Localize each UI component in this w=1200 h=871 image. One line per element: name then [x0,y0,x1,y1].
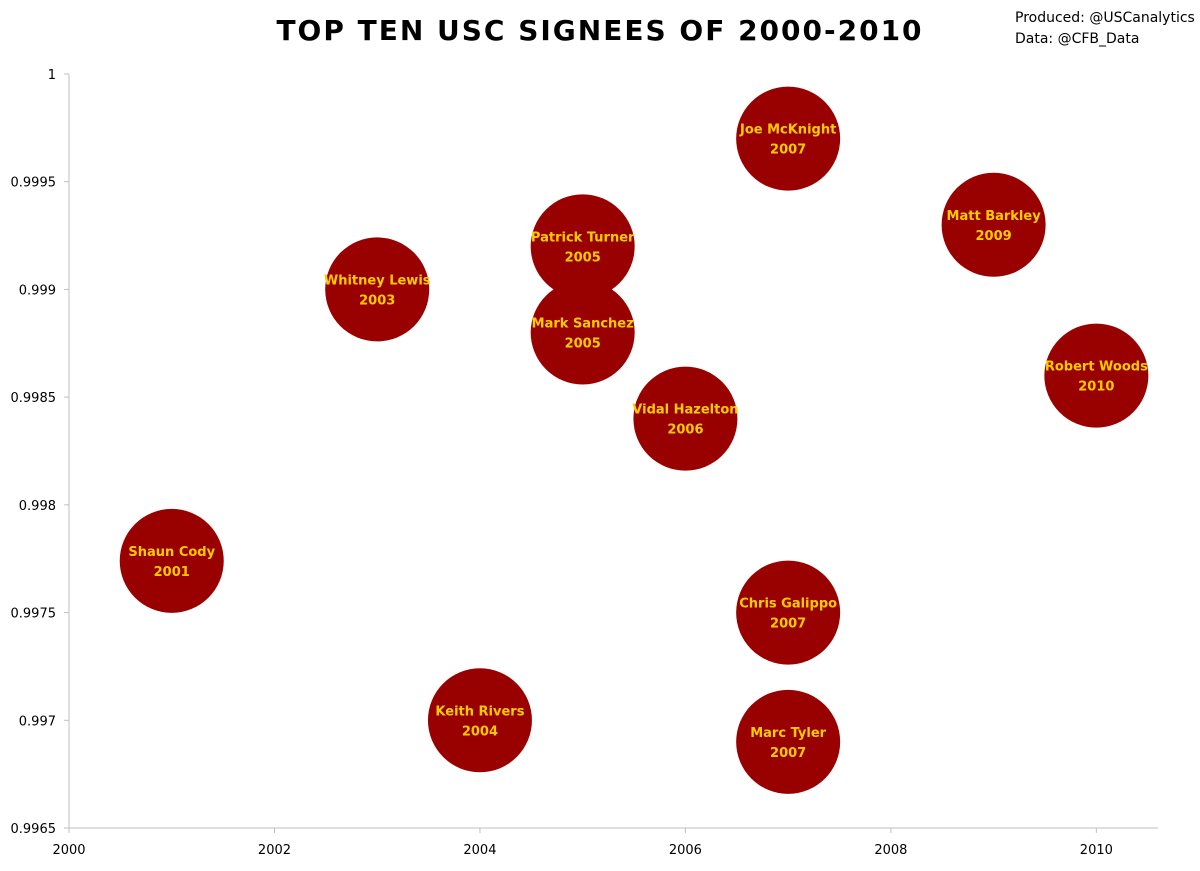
y-tick-label: 1 [48,68,56,83]
bubble-name-label: Matt Barkley [947,209,1042,224]
bubble-point[interactable]: Matt Barkley 2009 [941,172,1046,277]
y-tick-label: 0.9975 [11,607,57,622]
x-tick-label: 2004 [463,843,496,858]
bubbles: Shaun Cody 2001 Whitney Lewis 2003 Keith Riv… [119,86,1149,794]
bubble-point[interactable]: Vidal Hazelton 2006 [632,366,739,471]
x-tick-label: 2002 [258,843,291,858]
bubble-circle [736,560,841,665]
x-tick-label: 2008 [874,843,907,858]
bubble-name-label: Mark Sanchez [532,317,634,332]
bubble-circle [530,194,635,299]
bubble-point[interactable]: Shaun Cody 2001 [119,508,224,613]
bubble-name-label: Vidal Hazelton [632,403,738,418]
produced-credit: Produced: @USCanalytics [1015,10,1195,26]
bubble-point[interactable]: Whitney Lewis 2003 [324,237,431,342]
credits: Produced: @USCanalytics Data: @CFB_Data [1015,8,1195,50]
bubble-year-label: 2007 [770,746,806,761]
data-credit: Data: @CFB_Data [1015,31,1140,47]
bubble-circle [119,508,224,613]
y-tick-label: 0.999 [19,283,56,298]
axes: 0.9965 0.997 0.9975 0.998 0.9985 0.999 0.9995 1… [11,68,1158,858]
bubble-point[interactable]: Marc Tyler 2007 [736,689,841,794]
chart-title: TOP TEN USC SIGNEES OF 2000-2010 [276,14,924,47]
bubble-point[interactable]: Joe McKnight 2007 [736,86,841,191]
bubble-year-label: 2005 [565,250,601,265]
bubble-year-label: 2003 [359,293,395,308]
bubble-point[interactable]: Robert Woods 2010 [1044,323,1149,428]
bubble-circle [427,668,532,773]
y-tick-label: 0.9965 [11,822,57,837]
bubble-name-label: Robert Woods [1045,360,1148,375]
bubble-name-label: Joe McKnight [739,123,836,138]
bubble-name-label: Chris Galippo [739,597,837,612]
y-tick-label: 0.9995 [11,176,57,191]
bubble-point[interactable]: Chris Galippo 2007 [736,560,841,665]
bubble-circle [633,366,738,471]
bubble-year-label: 2006 [667,423,703,438]
bubble-circle [530,280,635,385]
x-tick-label: 2000 [52,843,85,858]
bubble-circle [1044,323,1149,428]
bubble-circle [736,689,841,794]
y-tick-label: 0.997 [19,714,56,729]
bubble-year-label: 2001 [154,565,190,580]
bubble-year-label: 2005 [565,337,601,352]
bubble-point[interactable]: Patrick Turner 2005 [530,194,635,299]
bubble-year-label: 2007 [770,143,806,158]
bubble-point[interactable]: Keith Rivers 2004 [427,668,532,773]
bubble-point[interactable]: Mark Sanchez 2005 [530,280,635,385]
bubble-name-label: Keith Rivers [435,704,524,719]
bubble-circle [941,172,1046,277]
bubble-year-label: 2007 [770,617,806,632]
bubble-name-label: Marc Tyler [750,726,826,741]
bubble-year-label: 2009 [976,229,1012,244]
bubble-year-label: 2010 [1078,380,1114,395]
bubble-circle [736,86,841,191]
bubble-name-label: Shaun Cody [128,545,215,560]
x-tick-label: 2006 [669,843,702,858]
y-tick-label: 0.9985 [11,391,57,406]
y-tick-label: 0.998 [19,499,56,514]
x-tick-label: 2010 [1080,843,1113,858]
bubble-year-label: 2004 [462,724,498,739]
bubble-name-label: Whitney Lewis [324,273,431,288]
bubble-circle [325,237,430,342]
bubble-name-label: Patrick Turner [531,230,635,245]
